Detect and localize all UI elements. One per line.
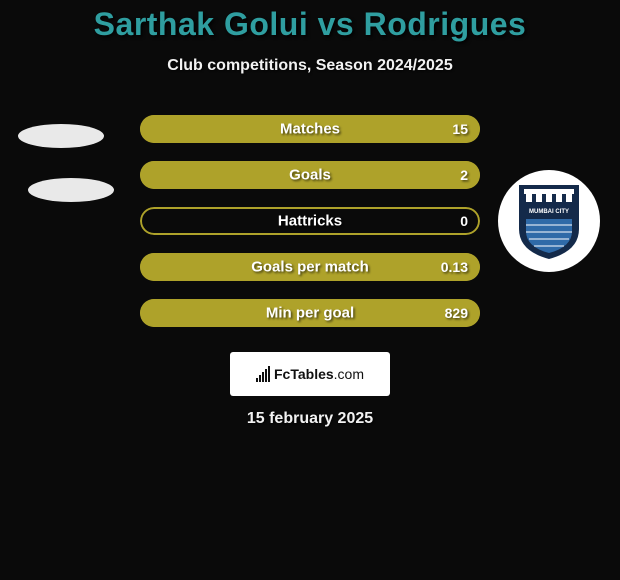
stat-label: Goals per match	[251, 259, 369, 276]
stat-label: Matches	[280, 121, 340, 138]
stat-row: Min per goal 829	[140, 299, 480, 327]
stat-label: Min per goal	[266, 305, 354, 322]
crest-icon: MUMBAI CITY	[514, 181, 584, 261]
brand-main: FcTables	[274, 366, 334, 382]
stat-value-right: 829	[445, 305, 468, 321]
subtitle: Club competitions, Season 2024/2025	[0, 57, 620, 75]
stat-label: Goals	[289, 167, 331, 184]
stat-value-right: 15	[452, 121, 468, 137]
placeholder-badge	[28, 178, 114, 202]
brand-text: FcTables.com	[274, 366, 364, 382]
stat-value-right: 0	[460, 213, 468, 229]
stat-row: Matches 15	[140, 115, 480, 143]
stat-row: Goals per match 0.13	[140, 253, 480, 281]
brand-suffix: .com	[334, 366, 364, 382]
stat-row: Goals 2	[140, 161, 480, 189]
page-title: Sarthak Golui vs Rodrigues	[0, 6, 620, 43]
svg-text:MUMBAI CITY: MUMBAI CITY	[529, 209, 569, 215]
stat-value-right: 0.13	[441, 259, 468, 275]
bars-icon	[256, 366, 270, 382]
content: Sarthak Golui vs Rodrigues Club competit…	[0, 0, 620, 580]
stat-row: Hattricks 0	[140, 207, 480, 235]
stat-value-right: 2	[460, 167, 468, 183]
club-crest: MUMBAI CITY	[498, 170, 600, 272]
date-text: 15 february 2025	[247, 410, 373, 428]
brand-box[interactable]: FcTables.com	[230, 352, 390, 396]
stat-label: Hattricks	[278, 213, 342, 230]
placeholder-badge	[18, 124, 104, 148]
